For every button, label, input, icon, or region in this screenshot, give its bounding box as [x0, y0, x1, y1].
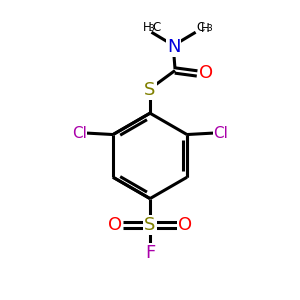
Text: C: C [152, 21, 160, 34]
Text: F: F [145, 244, 155, 262]
Text: Cl: Cl [213, 126, 228, 141]
Text: O: O [200, 64, 214, 82]
Text: C: C [196, 21, 204, 34]
Text: H: H [143, 21, 152, 34]
Text: 3: 3 [148, 25, 154, 34]
Text: S: S [144, 81, 156, 99]
Text: O: O [108, 216, 122, 234]
Text: H: H [201, 22, 210, 35]
Text: 3: 3 [207, 25, 212, 34]
Text: S: S [144, 216, 156, 234]
Text: N: N [167, 38, 180, 56]
Text: O: O [178, 216, 192, 234]
Text: Cl: Cl [72, 126, 87, 141]
